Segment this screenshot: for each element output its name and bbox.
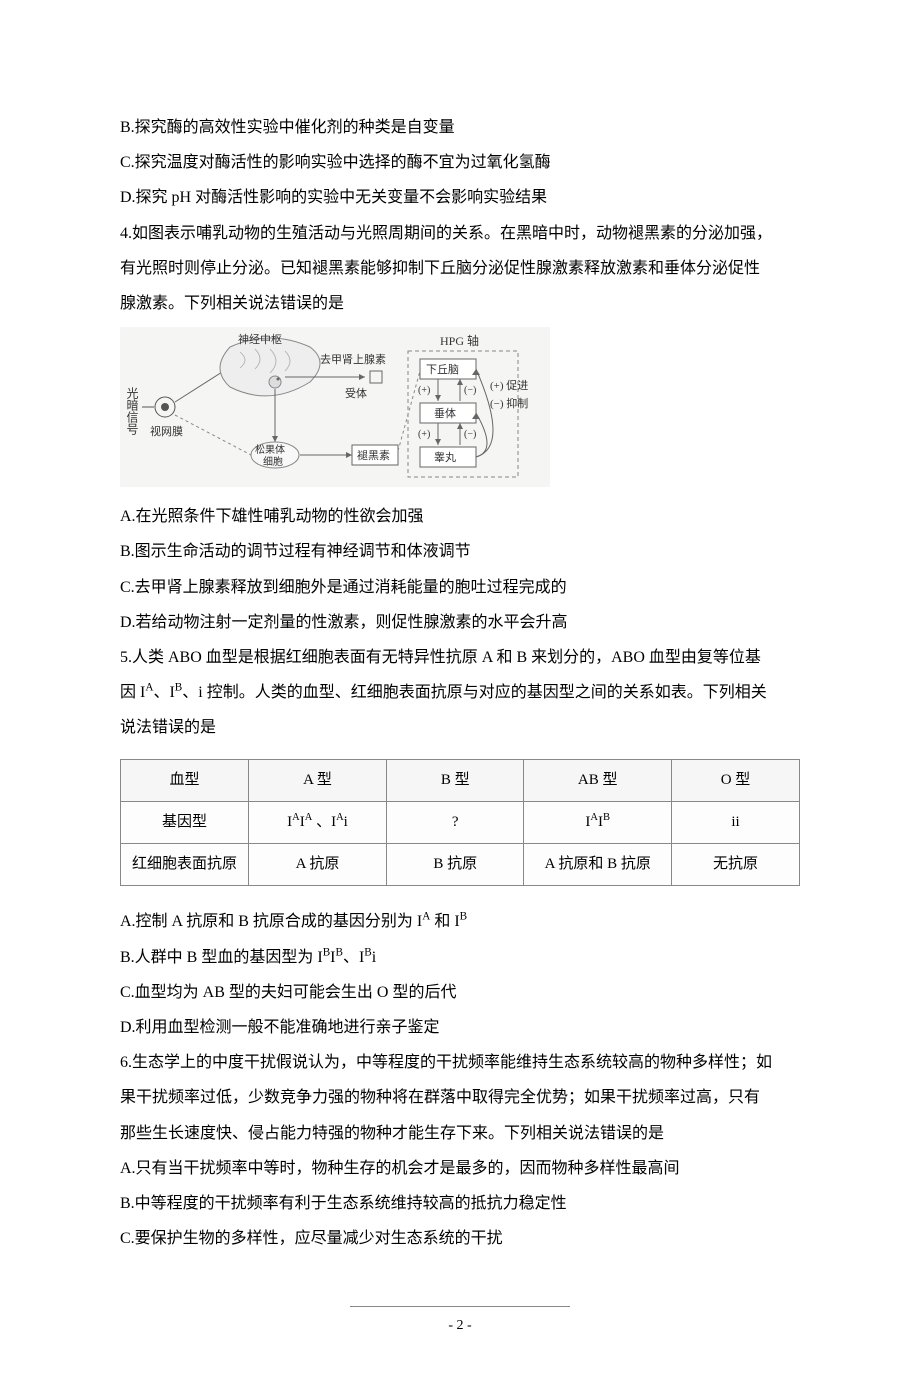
fig-label-pineal: 松果体 (255, 443, 285, 456)
fig-label-nerve-center: 神经中枢 (238, 332, 282, 346)
td-antigen-a: A 抗原 (248, 844, 386, 886)
td-gene-a: IAIA 、IAi (248, 802, 386, 844)
td-gene-b: ? (386, 802, 524, 844)
q6-line1: 6.生态学上的中度干扰假说认为，中等程度的干扰频率能维持生态系统较高的物种多样性… (120, 1045, 800, 1080)
th-o: O 型 (671, 760, 799, 802)
td-gene-label: 基因型 (121, 802, 249, 844)
fig-label-hpg: HPG 轴 (440, 333, 479, 348)
q4-opt-c: C.去甲肾上腺素释放到细胞外是通过消耗能量的胞吐过程完成的 (120, 570, 800, 605)
q4-line3: 腺激素。下列相关说法错误的是 (120, 286, 800, 321)
q4-opt-b: B.图示生命活动的调节过程有神经调节和体液调节 (120, 534, 800, 569)
fig-label-hypothalamus: 下丘脑 (426, 363, 459, 376)
q4-line2: 有光照时则停止分泌。已知褪黑素能够抑制下丘脑分泌促性腺激素释放激素和垂体分泌促性 (120, 251, 800, 286)
td-gene-ab: IAIB (524, 802, 671, 844)
blood-type-table: 血型 A 型 B 型 AB 型 O 型 基因型 IAIA 、IAi ? IAIB… (120, 759, 800, 886)
q4-opt-d: D.若给动物注射一定剂量的性激素，则促性腺激素的水平会升高 (120, 605, 800, 640)
th-ab: AB 型 (524, 760, 671, 802)
q4-opt-a: A.在光照条件下雄性哺乳动物的性欲会加强 (120, 499, 800, 534)
td-antigen-o: 无抗原 (671, 844, 799, 886)
option-d: D.探究 pH 对酶活性影响的实验中无关变量不会影响实验结果 (120, 180, 800, 215)
td-antigen-b: B 抗原 (386, 844, 524, 886)
fig-label-cell: 细胞 (263, 455, 283, 468)
page: B.探究酶的高效性实验中催化剂的种类是自变量 C.探究温度对酶活性的影响实验中选… (0, 0, 920, 1392)
fig-legend-inhibit: (−) 抑制 (490, 396, 528, 410)
fig-label-melatonin: 褪黑素 (357, 448, 390, 462)
option-b: B.探究酶的高效性实验中催化剂的种类是自变量 (120, 110, 800, 145)
table-gene-row: 基因型 IAIA 、IAi ? IAIB ii (121, 802, 800, 844)
q6-opt-b: B.中等程度的干扰频率有利于生态系统维持较高的抵抗力稳定性 (120, 1186, 800, 1221)
fig-minus2: (−) (464, 429, 476, 440)
th-b: B 型 (386, 760, 524, 802)
footer-divider (350, 1306, 570, 1307)
fig-label-light-signal: 光暗信号 (125, 387, 139, 435)
td-gene-o: ii (671, 802, 799, 844)
td-antigen-label: 红细胞表面抗原 (121, 844, 249, 886)
q5-opt-b: B.人群中 B 型血的基因型为 IBIB、IBi (120, 940, 800, 975)
page-number: - 2 - (448, 1318, 471, 1333)
fig-label-receptor: 受体 (345, 386, 367, 400)
table-antigen-row: 红细胞表面抗原 A 抗原 B 抗原 A 抗原和 B 抗原 无抗原 (121, 844, 800, 886)
fig-label-retina: 视网膜 (150, 424, 183, 438)
fig-plus2: (+) (418, 429, 430, 440)
q6-line3: 那些生长速度快、侵占能力特强的物种才能生存下来。下列相关说法错误的是 (120, 1116, 800, 1151)
fig-plus1: (+) (418, 385, 430, 396)
q4-figure: 光暗信号 视网膜 神经中枢 去甲肾上腺素 受体 (120, 327, 800, 487)
fig-label-pituitary: 垂体 (434, 406, 456, 420)
q5-line3: 说法错误的是 (120, 710, 800, 745)
q5-opt-d: D.利用血型检测一般不能准确地进行亲子鉴定 (120, 1010, 800, 1045)
fig-minus1: (−) (464, 385, 476, 396)
th-a: A 型 (248, 760, 386, 802)
q4-line1: 4.如图表示哺乳动物的生殖活动与光照周期间的关系。在黑暗中时，动物褪黑素的分泌加… (120, 216, 800, 251)
fig-label-norepinephrine: 去甲肾上腺素 (320, 352, 386, 366)
q6-opt-c: C.要保护生物的多样性，应尽量减少对生态系统的干扰 (120, 1221, 800, 1256)
table-header-row: 血型 A 型 B 型 AB 型 O 型 (121, 760, 800, 802)
q5-line2: 因 IA、IB、i 控制。人类的血型、红细胞表面抗原与对应的基因型之间的关系如表… (120, 675, 800, 710)
q6-line2: 果干扰频率过低，少数竞争力强的物种将在群落中取得完全优势；如果干扰频率过高，只有 (120, 1080, 800, 1115)
fig-legend-promote: (+) 促进 (490, 378, 528, 392)
page-footer: - 2 - (120, 1306, 800, 1342)
fig-label-testis: 睾丸 (434, 450, 456, 464)
q5-opt-a: A.控制 A 抗原和 B 抗原合成的基因分别为 IA 和 IB (120, 904, 800, 939)
q6-opt-a: A.只有当干扰频率中等时，物种生存的机会才是最多的，因而物种多样性最高间 (120, 1151, 800, 1186)
q5-opt-c: C.血型均为 AB 型的夫妇可能会生出 O 型的后代 (120, 975, 800, 1010)
q5-line1: 5.人类 ABO 血型是根据红细胞表面有无特异性抗原 A 和 B 来划分的，AB… (120, 640, 800, 675)
td-antigen-ab: A 抗原和 B 抗原 (524, 844, 671, 886)
option-c: C.探究温度对酶活性的影响实验中选择的酶不宜为过氧化氢酶 (120, 145, 800, 180)
th-bloodtype: 血型 (121, 760, 249, 802)
